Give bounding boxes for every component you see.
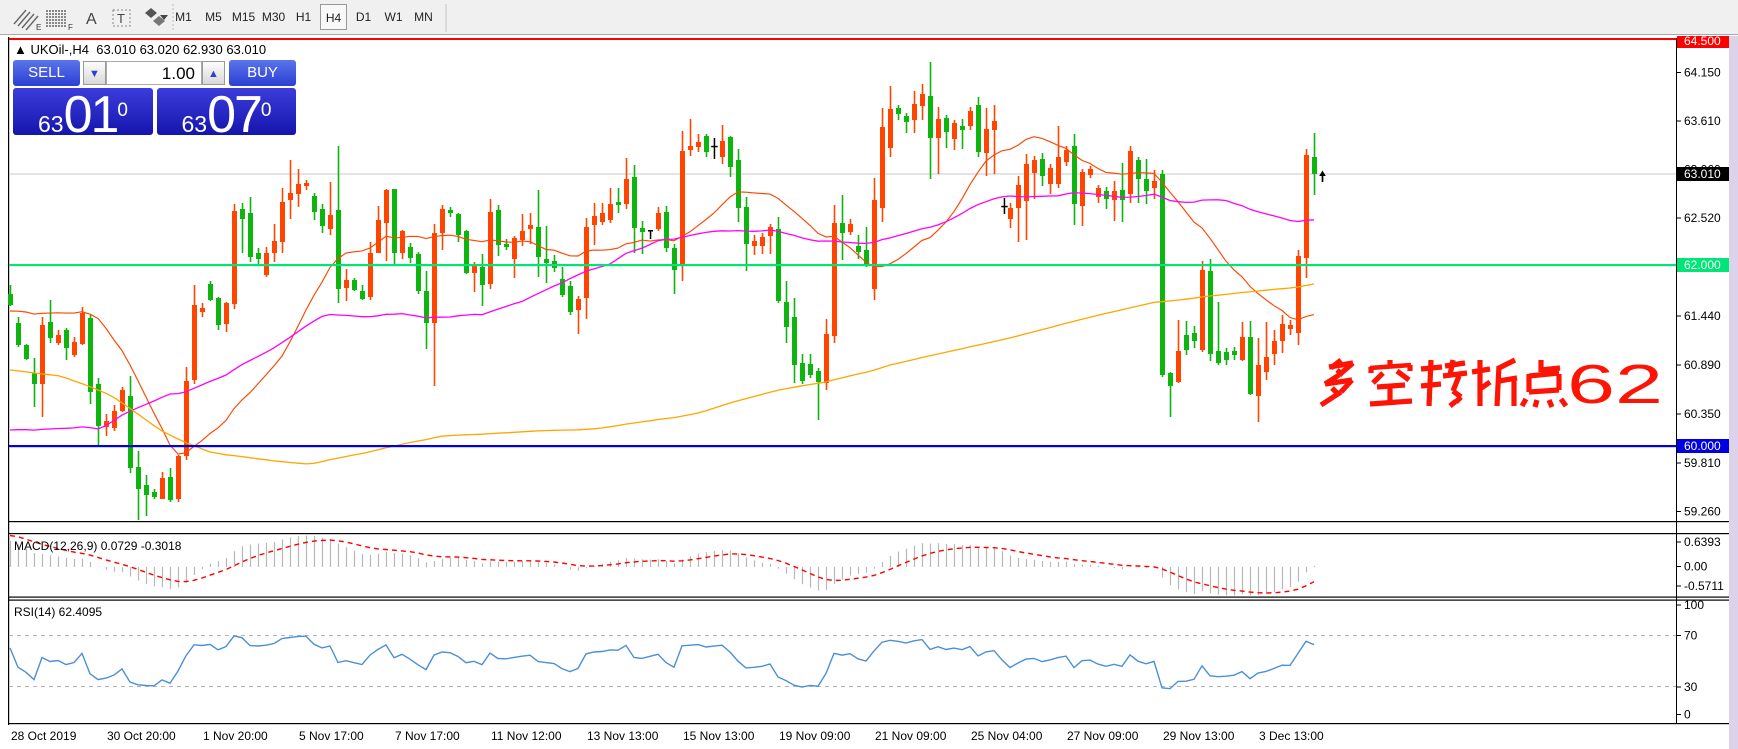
svg-text:62: 62: [1567, 353, 1663, 415]
svg-text:F: F: [68, 23, 73, 32]
svg-text:MACD(12,26,9) 0.0729 -0.3018: MACD(12,26,9) 0.0729 -0.3018: [14, 539, 182, 553]
svg-text:5 Nov 17:00: 5 Nov 17:00: [299, 729, 364, 743]
svg-text:29 Nov 13:00: 29 Nov 13:00: [1163, 729, 1235, 743]
svg-text:21 Nov 09:00: 21 Nov 09:00: [875, 729, 947, 743]
svg-text:13 Nov 13:00: 13 Nov 13:00: [587, 729, 659, 743]
svg-text:100: 100: [1684, 598, 1704, 612]
svg-text:0.6393: 0.6393: [1684, 535, 1721, 549]
svg-text:0.00: 0.00: [1684, 560, 1708, 574]
svg-text:60.890: 60.890: [1684, 358, 1721, 372]
svg-text:25 Nov 04:00: 25 Nov 04:00: [971, 729, 1043, 743]
svg-text:63.010: 63.010: [1684, 167, 1721, 181]
svg-text:3 Dec 13:00: 3 Dec 13:00: [1259, 729, 1324, 743]
svg-text:60.000: 60.000: [1684, 439, 1721, 453]
svg-text:-0.5711: -0.5711: [1684, 579, 1724, 593]
svg-text:27 Nov 09:00: 27 Nov 09:00: [1067, 729, 1139, 743]
svg-text:63.610: 63.610: [1684, 114, 1721, 128]
svg-text:T: T: [117, 11, 125, 26]
svg-text:0: 0: [1684, 708, 1691, 722]
svg-text:64.150: 64.150: [1684, 66, 1721, 80]
svg-text:61.440: 61.440: [1684, 309, 1721, 323]
svg-text:30 Oct 20:00: 30 Oct 20:00: [107, 729, 176, 743]
svg-text:11 Nov 12:00: 11 Nov 12:00: [491, 729, 562, 743]
svg-text:59.260: 59.260: [1684, 505, 1721, 519]
svg-text:30: 30: [1684, 680, 1698, 694]
svg-text:62.520: 62.520: [1684, 211, 1721, 225]
svg-text:60.350: 60.350: [1684, 407, 1721, 421]
svg-text:RSI(14) 62.4095: RSI(14) 62.4095: [14, 605, 102, 619]
svg-text:7 Nov 17:00: 7 Nov 17:00: [395, 729, 460, 743]
svg-text:19 Nov 09:00: 19 Nov 09:00: [779, 729, 851, 743]
svg-text:64.500: 64.500: [1684, 36, 1721, 48]
svg-text:62.000: 62.000: [1684, 258, 1721, 272]
svg-text:59.810: 59.810: [1684, 456, 1721, 470]
svg-text:70: 70: [1684, 629, 1698, 643]
svg-text:15 Nov 13:00: 15 Nov 13:00: [683, 729, 755, 743]
svg-text:1 Nov 20:00: 1 Nov 20:00: [203, 729, 268, 743]
svg-text:E: E: [36, 23, 41, 32]
svg-text:28 Oct 2019: 28 Oct 2019: [11, 729, 77, 743]
svg-text:A: A: [86, 11, 97, 28]
